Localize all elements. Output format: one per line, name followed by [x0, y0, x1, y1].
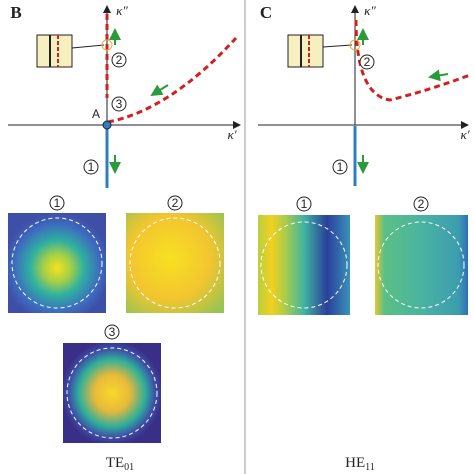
point: [102, 120, 112, 130]
marker-circle: [359, 54, 375, 70]
field-map: [8, 213, 106, 313]
marker-circle: [332, 159, 348, 175]
field-map: [258, 215, 350, 315]
marker-circle: [49, 195, 65, 211]
boundary: [11, 217, 103, 309]
field-map: [375, 215, 468, 315]
arrow: [150, 84, 169, 97]
curve-label: 3: [116, 97, 123, 111]
boundary: [129, 217, 221, 309]
marker-circle: [413, 196, 429, 212]
marker-circle: [104, 324, 120, 340]
map-label: 1: [54, 196, 61, 210]
y-axis-label: κ″: [116, 3, 128, 18]
panel-label: B: [10, 3, 21, 22]
curve-label: 1: [337, 160, 344, 174]
marker-circle: [167, 195, 183, 211]
map-label: 1: [301, 197, 308, 211]
marker-circle: [111, 52, 127, 68]
panel-label: C: [260, 3, 272, 22]
inset: [287, 34, 324, 68]
map-label: 3: [109, 325, 116, 339]
arrow: [428, 69, 449, 82]
curve-label: 2: [116, 53, 123, 67]
highlight: [101, 39, 113, 51]
boundary: [260, 221, 348, 309]
field-map: [126, 213, 224, 313]
y-axis-label: κ″: [364, 3, 376, 18]
highlight: [349, 39, 361, 51]
marker-circle: [83, 159, 99, 175]
curve: [354, 19, 471, 102]
point-label: A: [92, 107, 100, 121]
curve-label: 2: [364, 55, 371, 69]
x-axis-label: κ′: [460, 127, 469, 142]
curve: [107, 36, 238, 124]
curve-label: 1: [88, 160, 95, 174]
pointer: [71, 44, 105, 49]
pointer: [322, 44, 353, 48]
marker-circle: [111, 96, 127, 112]
marker-circle: [296, 196, 312, 212]
boundary: [66, 347, 158, 439]
field-map: [63, 343, 161, 443]
map-label: 2: [418, 197, 425, 211]
inset: [36, 34, 73, 68]
caption: HE11: [345, 455, 375, 473]
boundary: [377, 221, 465, 309]
map-label: 2: [172, 196, 179, 210]
x-axis-label: κ′: [227, 127, 236, 142]
caption: TE01: [106, 455, 134, 473]
